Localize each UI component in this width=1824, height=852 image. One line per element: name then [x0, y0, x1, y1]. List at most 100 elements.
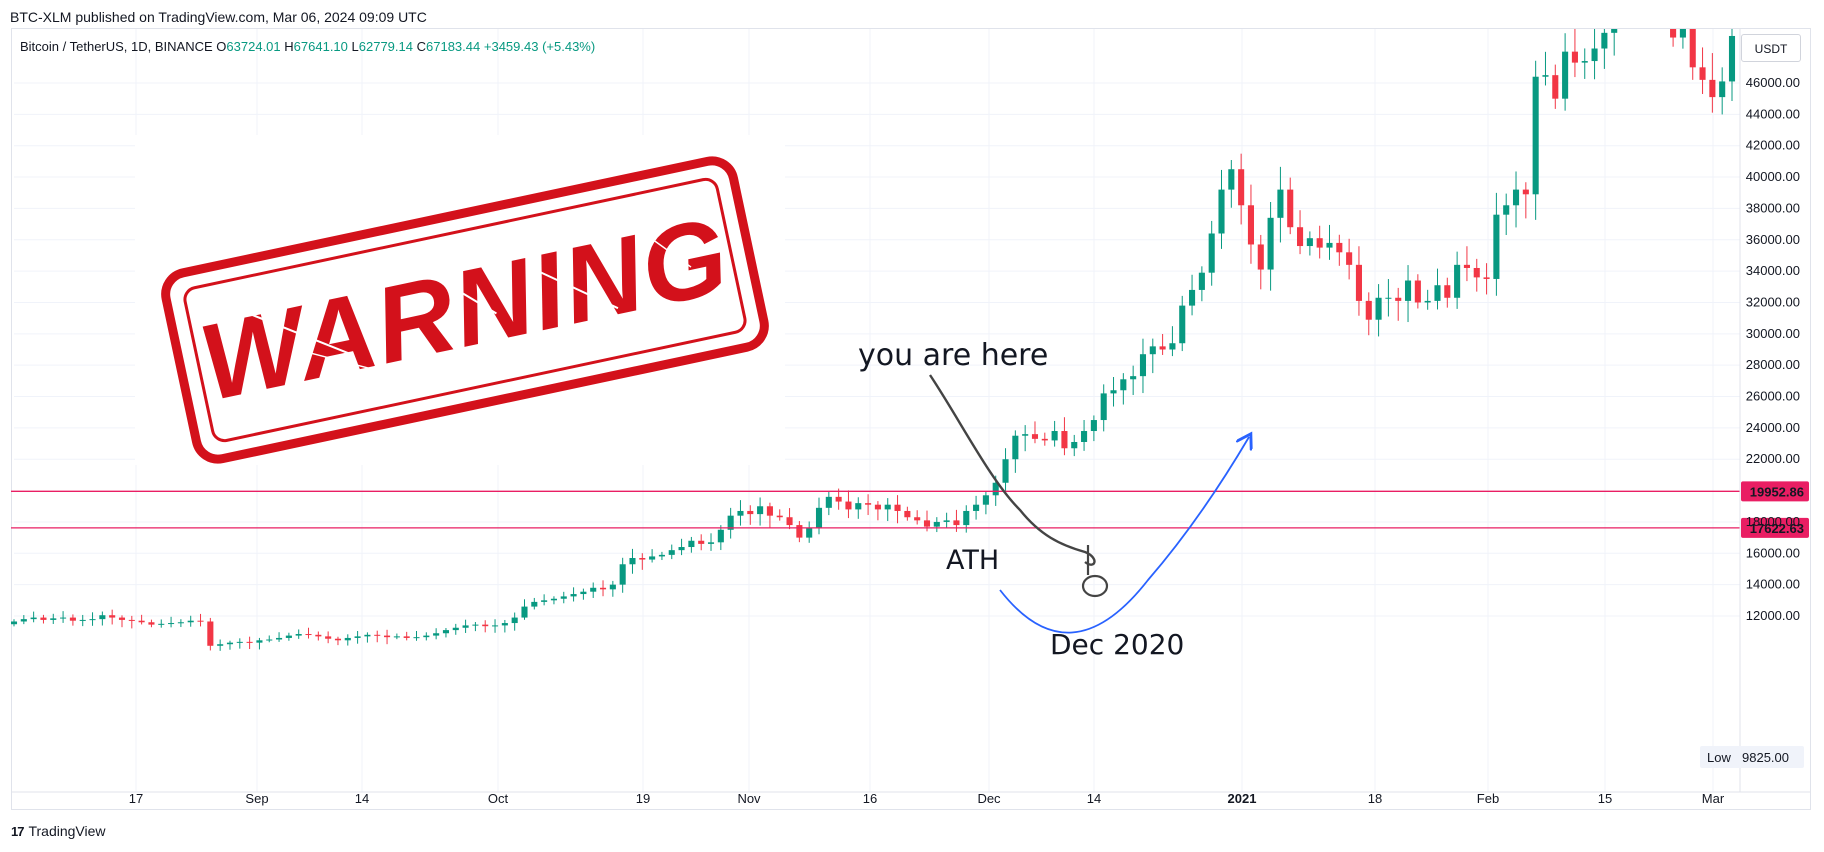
- candle: [1454, 251, 1461, 309]
- candle-body: [1257, 244, 1264, 270]
- candle-body: [1198, 272, 1205, 290]
- candle-body: [609, 584, 616, 590]
- price-tick-label: 34000.00: [1746, 263, 1800, 278]
- candle-body: [1306, 238, 1313, 247]
- candle-body: [580, 591, 587, 595]
- trend-arrow: [999, 437, 1249, 634]
- candle-body: [639, 557, 646, 560]
- candle: [168, 616, 175, 628]
- candle-body: [177, 622, 184, 624]
- candle-body: [79, 619, 86, 621]
- candle-body: [766, 506, 773, 516]
- price-tick-label: 44000.00: [1746, 106, 1800, 121]
- candle-body: [1228, 169, 1235, 190]
- candle: [1631, 0, 1637, 23]
- candle-body: [30, 617, 37, 620]
- candle: [560, 591, 567, 604]
- candle: [1601, 29, 1608, 69]
- candle: [69, 614, 76, 626]
- candle-body: [570, 594, 577, 597]
- candle-body: [825, 496, 832, 508]
- candle-body: [786, 517, 793, 526]
- candle-body: [128, 619, 135, 621]
- candle-body: [1689, 29, 1696, 68]
- candle: [442, 628, 449, 638]
- candle: [688, 536, 695, 553]
- candle: [1061, 417, 1068, 456]
- candle: [1562, 33, 1569, 111]
- candle: [590, 582, 597, 598]
- candle: [825, 491, 832, 516]
- legend-close-value: 67183.44: [426, 39, 481, 54]
- candle: [295, 629, 302, 639]
- candle-body: [1061, 431, 1068, 449]
- legend-high-label: H: [284, 39, 294, 54]
- candle-body: [1454, 264, 1461, 298]
- candle-body: [1365, 300, 1372, 320]
- level-label-box: [1741, 517, 1809, 538]
- candle-body: [619, 564, 626, 585]
- candle: [1346, 238, 1353, 280]
- candle-body: [60, 617, 67, 619]
- candle: [904, 506, 911, 521]
- candle: [1336, 234, 1343, 266]
- candle: [884, 498, 891, 522]
- candle-body: [541, 600, 548, 602]
- candle: [1090, 415, 1097, 442]
- candle-body: [1031, 434, 1039, 439]
- candle-body: [393, 636, 400, 638]
- price-axis[interactable]: 12000.00 14000.00 16000.00 18000.00 22000.00…: [1739, 29, 1800, 792]
- candle-body: [757, 506, 764, 515]
- candle-body: [1493, 214, 1500, 279]
- candle-body: [226, 642, 234, 645]
- candle: [1228, 160, 1235, 208]
- candle: [482, 620, 489, 633]
- candle: [1365, 292, 1372, 336]
- candle: [1071, 434, 1078, 457]
- candle: [835, 488, 842, 510]
- candle-body: [649, 556, 656, 560]
- time-axis[interactable]: 17 Sep 14 Oct 19 Nov 16 Dec 14 2021 18 Feb 15 Mar: [11, 791, 1810, 806]
- candle-body: [1728, 35, 1736, 82]
- candle-body: [1503, 205, 1510, 215]
- currency-button[interactable]: USDT: [1741, 34, 1801, 62]
- candle: [1012, 430, 1019, 473]
- candle-body: [1081, 431, 1088, 442]
- candle-body: [1002, 459, 1009, 483]
- candle: [1169, 326, 1176, 357]
- candle: [1051, 420, 1058, 447]
- candle-body: [1159, 346, 1166, 350]
- tradingview-brand[interactable]: 17 TradingView: [11, 823, 106, 839]
- candle: [1621, 0, 1627, 21]
- candle-body: [168, 623, 175, 625]
- candle-body: [442, 630, 449, 634]
- horizontal-lines: 19952.86 17622.63: [11, 481, 1809, 538]
- candle-body: [727, 515, 734, 530]
- candle-body: [118, 617, 126, 620]
- candle-body: [1385, 297, 1392, 299]
- candle: [531, 597, 538, 610]
- candle-body: [266, 639, 273, 641]
- candle-body: [806, 528, 813, 538]
- candle-body: [933, 521, 940, 527]
- chart-frame[interactable]: [11, 28, 1811, 810]
- candle-body: [1130, 376, 1137, 380]
- candle-body: [923, 520, 931, 527]
- time-tick-label: 14: [1087, 791, 1101, 806]
- candle-body: [1591, 48, 1598, 62]
- candle: [393, 633, 400, 640]
- legend-change: +3459.43 (+5.43%): [483, 39, 596, 54]
- candle: [50, 613, 57, 624]
- candle: [865, 494, 872, 516]
- candle-body: [668, 550, 675, 555]
- candle: [246, 636, 253, 650]
- candle: [1257, 234, 1264, 290]
- candle-body: [599, 587, 607, 590]
- price-tick-label: 30000.00: [1746, 326, 1800, 341]
- candle-body: [914, 517, 921, 521]
- candle-body: [1090, 420, 1097, 432]
- price-tick-label: 24000.00: [1746, 420, 1800, 435]
- price-tick-label: 32000.00: [1746, 294, 1800, 309]
